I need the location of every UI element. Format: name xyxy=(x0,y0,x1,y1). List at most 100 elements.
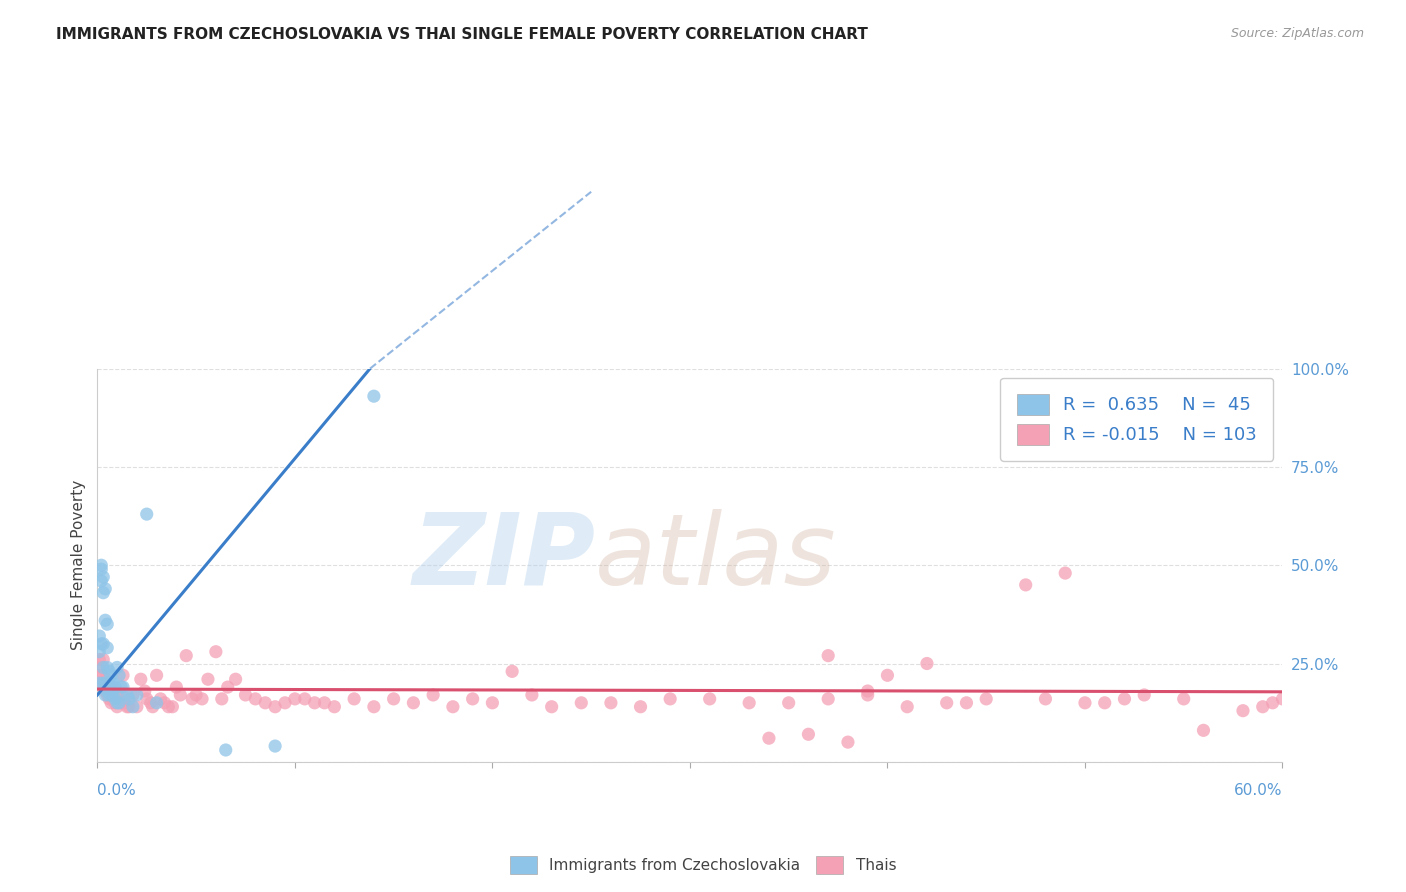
Point xyxy=(139,696,162,710)
Point xyxy=(540,699,562,714)
Point xyxy=(211,692,233,706)
Point xyxy=(135,507,157,521)
Point xyxy=(165,680,187,694)
Point xyxy=(110,680,132,694)
Point xyxy=(481,696,503,710)
Point xyxy=(91,586,114,600)
Point xyxy=(96,640,118,655)
Point xyxy=(89,645,111,659)
Point xyxy=(118,692,141,706)
Point xyxy=(96,684,118,698)
Point xyxy=(91,668,114,682)
Point xyxy=(145,696,167,710)
Point xyxy=(205,645,228,659)
Point xyxy=(162,699,184,714)
Point xyxy=(134,684,156,698)
Point xyxy=(108,668,131,682)
Point xyxy=(1251,699,1274,714)
Point xyxy=(125,688,148,702)
Point xyxy=(245,692,267,706)
Point xyxy=(304,696,326,710)
Point xyxy=(90,558,112,573)
Point xyxy=(817,648,839,663)
Point xyxy=(105,696,128,710)
Text: IMMIGRANTS FROM CZECHOSLOVAKIA VS THAI SINGLE FEMALE POVERTY CORRELATION CHART: IMMIGRANTS FROM CZECHOSLOVAKIA VS THAI S… xyxy=(56,27,868,42)
Point xyxy=(915,657,938,671)
Point xyxy=(135,692,157,706)
Point xyxy=(181,692,204,706)
Point xyxy=(104,692,127,706)
Point xyxy=(98,665,121,679)
Point xyxy=(110,688,132,702)
Point xyxy=(974,692,997,706)
Point xyxy=(1173,692,1195,706)
Point xyxy=(108,696,131,710)
Point xyxy=(94,688,117,702)
Point xyxy=(382,692,405,706)
Point xyxy=(1192,723,1215,738)
Point xyxy=(1133,688,1156,702)
Point xyxy=(461,692,484,706)
Point xyxy=(90,574,112,588)
Point xyxy=(100,668,122,682)
Point xyxy=(89,629,111,643)
Point xyxy=(101,680,124,694)
Point xyxy=(778,696,800,710)
Point xyxy=(104,696,127,710)
Point xyxy=(264,739,287,753)
Point xyxy=(197,672,219,686)
Point xyxy=(89,652,111,666)
Point xyxy=(90,562,112,576)
Point xyxy=(738,696,761,710)
Point xyxy=(91,637,114,651)
Point xyxy=(896,699,918,714)
Point xyxy=(94,613,117,627)
Point xyxy=(343,692,366,706)
Point xyxy=(110,696,132,710)
Point xyxy=(94,676,117,690)
Point xyxy=(191,692,214,706)
Point xyxy=(96,688,118,702)
Point xyxy=(758,731,780,746)
Point xyxy=(520,688,543,702)
Point xyxy=(105,699,128,714)
Point xyxy=(264,699,287,714)
Point xyxy=(600,696,623,710)
Point xyxy=(142,699,165,714)
Point xyxy=(105,688,128,702)
Point xyxy=(837,735,859,749)
Point xyxy=(363,699,385,714)
Point xyxy=(94,582,117,596)
Point xyxy=(856,688,879,702)
Point xyxy=(91,676,114,690)
Point xyxy=(630,699,652,714)
Point xyxy=(90,637,112,651)
Point xyxy=(115,688,138,702)
Point xyxy=(149,692,172,706)
Point xyxy=(118,699,141,714)
Point xyxy=(935,696,957,710)
Point xyxy=(157,699,180,714)
Text: Source: ZipAtlas.com: Source: ZipAtlas.com xyxy=(1230,27,1364,40)
Point xyxy=(876,668,898,682)
Point xyxy=(501,665,523,679)
Point xyxy=(98,692,121,706)
Point xyxy=(955,696,977,710)
Point xyxy=(1035,692,1057,706)
Point xyxy=(659,692,682,706)
Point xyxy=(96,617,118,632)
Point xyxy=(856,684,879,698)
Point xyxy=(294,692,316,706)
Point xyxy=(101,688,124,702)
Point xyxy=(112,680,135,694)
Point xyxy=(169,688,191,702)
Point xyxy=(1094,696,1116,710)
Legend: R =  0.635    N =  45, R = -0.015    N = 103: R = 0.635 N = 45, R = -0.015 N = 103 xyxy=(1000,377,1274,461)
Point xyxy=(225,672,247,686)
Point xyxy=(274,696,297,710)
Text: ZIP: ZIP xyxy=(412,508,595,606)
Point xyxy=(323,699,346,714)
Point xyxy=(96,660,118,674)
Point xyxy=(1261,696,1284,710)
Point xyxy=(699,692,721,706)
